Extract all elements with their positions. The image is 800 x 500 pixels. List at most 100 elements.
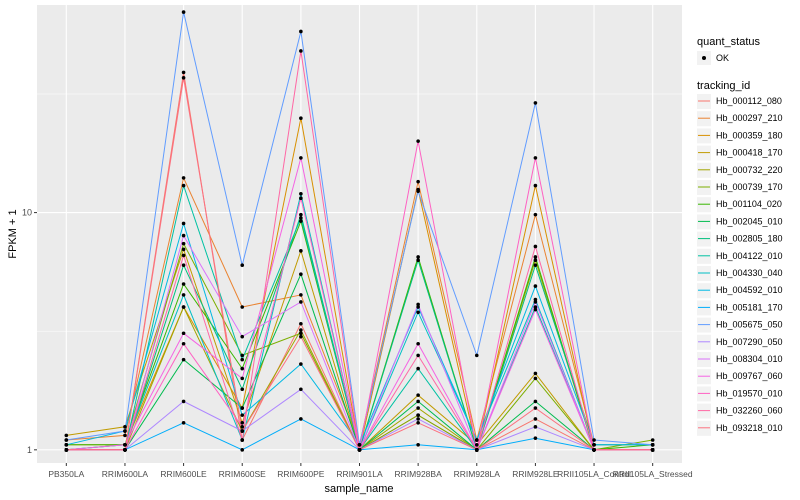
data-point xyxy=(240,413,245,417)
data-point xyxy=(416,255,420,259)
data-point xyxy=(357,448,362,452)
legend: quant_status OK tracking_id Hb_000112_08… xyxy=(697,36,783,436)
data-point xyxy=(299,29,303,34)
data-point xyxy=(533,300,538,304)
data-point xyxy=(357,443,362,447)
legend-entry-label: Hb_004122_010 xyxy=(716,251,783,261)
legend-entry-label: Hb_000297_210 xyxy=(716,113,783,123)
data-point xyxy=(299,116,303,120)
legend-entry-label: Hb_001104_020 xyxy=(716,199,782,209)
data-point xyxy=(181,357,186,362)
data-point xyxy=(123,448,127,452)
data-point xyxy=(474,448,479,452)
data-point xyxy=(299,328,303,332)
data-point xyxy=(416,353,420,358)
y-tick-label: 1 xyxy=(27,445,32,455)
data-point xyxy=(240,334,245,339)
legend-entry-label: Hb_007290_050 xyxy=(716,337,783,347)
data-point xyxy=(181,176,186,180)
x-tick-label: RRIM600LE xyxy=(160,469,207,479)
data-point xyxy=(299,192,303,196)
data-point xyxy=(299,362,303,366)
legend-entry-label: Hb_002805_180 xyxy=(716,234,783,244)
data-point xyxy=(299,49,303,53)
legend-entry-label: Hb_005181_170 xyxy=(716,302,783,312)
data-point xyxy=(123,429,127,433)
legend-entry-label: Hb_000739_170 xyxy=(716,182,783,192)
data-points xyxy=(64,10,655,452)
legend-entry-label: Hb_000732_220 xyxy=(716,165,783,175)
x-tick-label: RRII105LA_Stressed xyxy=(613,469,693,479)
data-point xyxy=(181,399,186,404)
data-point xyxy=(299,249,303,253)
y-tick-label: 10 xyxy=(22,208,32,218)
legend-entry-label: Hb_000359_180 xyxy=(716,130,783,140)
data-point xyxy=(533,406,538,410)
data-point xyxy=(181,341,186,346)
data-point xyxy=(533,425,538,429)
data-point xyxy=(533,101,538,105)
data-point xyxy=(299,196,303,200)
x-axis-label: sample_name xyxy=(324,483,393,495)
data-point xyxy=(240,448,245,452)
legend-entry-label: Hb_000112_080 xyxy=(716,96,782,106)
data-point xyxy=(533,183,538,188)
x-tick-label: RRII105LA_Control xyxy=(557,469,631,479)
data-point xyxy=(533,371,538,376)
data-point xyxy=(533,263,538,268)
data-point xyxy=(299,387,303,392)
data-point xyxy=(533,417,538,421)
legend-entry-label: Hb_032260_060 xyxy=(716,406,783,416)
data-point xyxy=(650,448,655,452)
data-point xyxy=(240,263,245,268)
data-point xyxy=(299,334,303,339)
data-point xyxy=(181,10,186,14)
data-point xyxy=(240,376,245,381)
data-point xyxy=(123,433,127,438)
data-point xyxy=(299,331,303,336)
data-point xyxy=(533,255,538,259)
x-axis: PB350LA RRIM600LA RRIM600LE RRIM600SE RRIM60… xyxy=(48,463,693,479)
data-point xyxy=(416,189,420,194)
data-point xyxy=(592,438,596,442)
data-point xyxy=(299,156,303,160)
data-point xyxy=(240,366,245,371)
data-point xyxy=(64,448,69,452)
legend-entry-label: Hb_005675_050 xyxy=(716,320,783,330)
data-point xyxy=(181,247,186,252)
data-point xyxy=(181,282,186,286)
data-point xyxy=(533,307,538,312)
data-point xyxy=(533,244,538,249)
data-point xyxy=(181,420,186,425)
legend-entry-label: Hb_019570_010 xyxy=(716,388,783,398)
data-point xyxy=(474,353,479,358)
data-point xyxy=(64,433,69,438)
data-point xyxy=(181,305,186,309)
data-point xyxy=(533,258,538,262)
data-point xyxy=(240,429,245,433)
data-point xyxy=(533,156,538,160)
x-tick-label: RRIM600LA xyxy=(102,469,149,479)
data-point xyxy=(181,70,186,75)
data-point xyxy=(181,253,186,258)
data-point xyxy=(240,353,245,358)
data-point xyxy=(592,443,596,447)
data-point xyxy=(299,272,303,276)
legend-entry-label: Hb_002045_010 xyxy=(716,216,783,226)
data-point xyxy=(181,75,186,80)
legend-entry-label: Hb_008304_010 xyxy=(716,354,783,364)
data-point xyxy=(416,179,420,184)
x-tick-label: RRIM928LA xyxy=(454,469,501,479)
data-point xyxy=(240,387,245,392)
data-point xyxy=(416,413,420,417)
y-axis-label: FPKM + 1 xyxy=(7,209,19,258)
data-point xyxy=(533,436,538,440)
data-point xyxy=(533,284,538,288)
data-point xyxy=(299,212,303,217)
data-point xyxy=(181,233,186,238)
data-point xyxy=(123,443,127,447)
data-point xyxy=(416,420,420,425)
data-point xyxy=(533,399,538,404)
legend-entry-label: Hb_004330_040 xyxy=(716,268,783,278)
data-point xyxy=(474,438,479,442)
